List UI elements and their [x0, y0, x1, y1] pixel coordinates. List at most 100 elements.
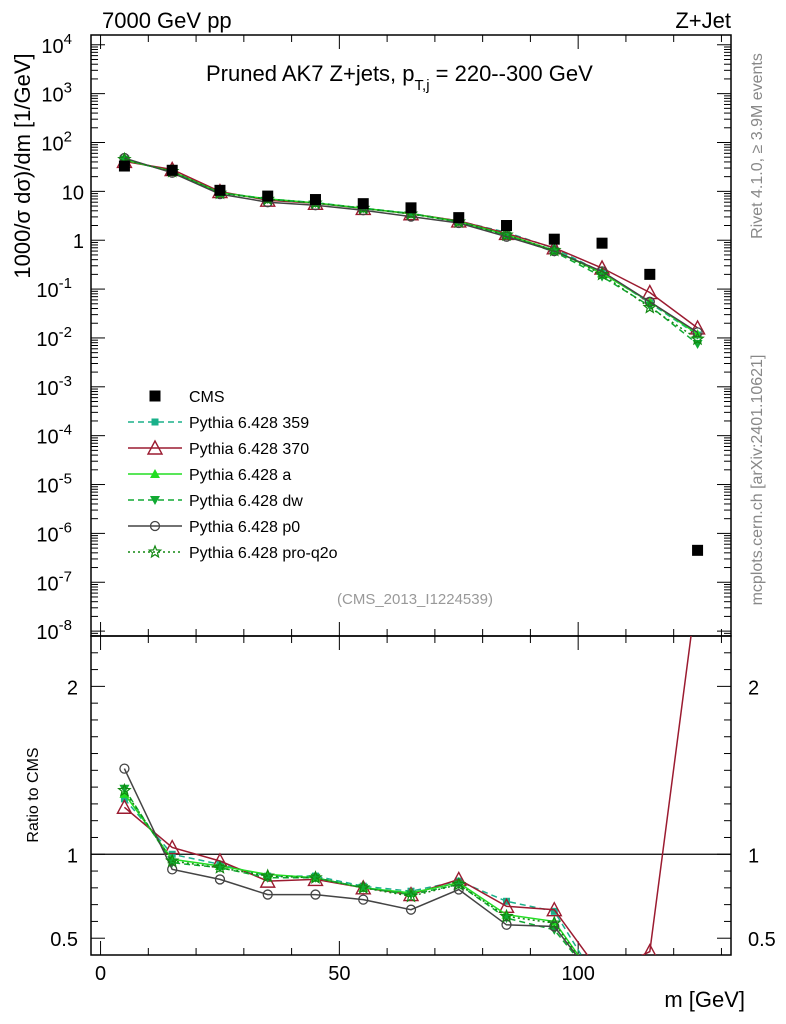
- header-left: 7000 GeV pp: [102, 8, 232, 33]
- series-point-top: [644, 296, 655, 307]
- series-ratio-pythia-6-428-pro-q2o: [117, 782, 579, 955]
- legend-entry-pythia-6-428-359: Pythia 6.428 359: [128, 415, 309, 432]
- plot-title-main: Pruned AK7 Z+jets, p: [206, 61, 415, 86]
- y-tick-label-top: 10-4: [36, 422, 72, 449]
- series-point-ratio: [119, 763, 130, 774]
- series-point-top: [549, 245, 560, 257]
- legend-marker: [149, 520, 161, 532]
- legend-entry-pythia-6-428-a: Pythia 6.428 a: [128, 467, 291, 484]
- legend-label: Pythia 6.428 370: [189, 441, 309, 458]
- series-top-pythia-6-428-p0: [119, 152, 703, 338]
- series-point-top: [547, 242, 562, 257]
- series-top-pythia-6-428-359: [120, 156, 702, 339]
- series-line-top: [124, 160, 699, 329]
- y-tick-label-top: 10: [62, 182, 84, 204]
- series-point-ratio: [643, 943, 657, 955]
- legend-label: Pythia 6.428 359: [189, 415, 309, 432]
- y-tick-label-ratio-right: 2: [748, 677, 759, 699]
- series-ratio-pythia-6-428-p0: [119, 763, 578, 955]
- legend-label: Pythia 6.428 a: [189, 467, 291, 484]
- series-point-top: [690, 331, 705, 346]
- side-text-top: Rivet 4.1.0, ≥ 3.9M events: [749, 53, 766, 239]
- data-point-cms: [166, 164, 178, 176]
- y-tick-label-top: 10-3: [36, 373, 72, 400]
- series-top-pythia-6-428-dw: [119, 155, 703, 350]
- legend-marker-cms: [149, 390, 161, 402]
- series-point-ratio: [358, 894, 369, 905]
- series-point-ratio: [117, 782, 132, 797]
- series-point-ratio: [310, 889, 321, 900]
- legend-marker: [150, 469, 160, 478]
- series-point-ratio: [262, 889, 273, 900]
- y-tick-label-ratio-right: 0.5: [748, 929, 776, 951]
- legend-label-cms: CMS: [189, 389, 225, 406]
- legend-entry-cms: CMS: [149, 389, 225, 406]
- y-tick-label-top: 103: [41, 80, 72, 107]
- series-point-ratio: [549, 921, 560, 932]
- series-point-ratio: [403, 888, 419, 903]
- series-point-ratio: [355, 880, 371, 895]
- series-line-top: [124, 159, 699, 335]
- analysis-tag: (CMS_2013_I1224539): [337, 591, 493, 608]
- series-point-top: [642, 299, 658, 314]
- data-point-cms: [214, 184, 226, 196]
- series-ratio-pythia-6-428-dw: [119, 784, 576, 955]
- data-point-cms: [453, 212, 465, 224]
- plot-title: Pruned AK7 Z+jets, pT,j = 220--300 GeV: [206, 61, 593, 94]
- series-top-pythia-6-428-pro-q2o: [117, 151, 705, 346]
- y-tick-label-ratio: 0.5: [50, 929, 78, 951]
- series-point-ratio: [167, 864, 178, 875]
- data-point-cms: [309, 194, 321, 206]
- y-tick-label-top: 1: [73, 231, 84, 253]
- x-tick-label: 100: [561, 963, 594, 985]
- series-point-top: [594, 266, 610, 281]
- legend-marker: [147, 544, 163, 559]
- x-axis-title: m [GeV]: [664, 987, 745, 1012]
- series-point-ratio: [406, 890, 416, 900]
- series-point-top: [499, 227, 514, 242]
- header-right: Z+Jet: [675, 8, 731, 33]
- legend-marker: [146, 439, 164, 455]
- x-tick-label: 50: [328, 963, 350, 985]
- x-tick-label: 0: [95, 963, 106, 985]
- series-point-ratio: [547, 915, 562, 930]
- y-tick-label-top: 10-7: [36, 568, 72, 595]
- series-line-ratio: [123, 636, 692, 955]
- series-point-ratio: [308, 870, 323, 884]
- legend-entry-pythia-6-428-p0: Pythia 6.428 p0: [128, 519, 300, 536]
- y-tick-label-top: 10-5: [36, 471, 72, 498]
- y-tick-label-top: 10-2: [36, 324, 72, 351]
- series-point-ratio: [116, 798, 133, 814]
- series-point-ratio: [260, 868, 275, 883]
- series-line-ratio: [123, 790, 579, 955]
- data-point-cms: [692, 544, 704, 556]
- series-top-cms: [118, 160, 704, 556]
- series-line-ratio: [123, 768, 578, 955]
- series-top-pythia-6-428-370: [116, 152, 706, 335]
- side-text-bottom: mcplots.cern.ch [arXiv:2401.10621]: [749, 355, 766, 606]
- series-point-ratio: [212, 860, 228, 874]
- y-tick-label-top: 10-8: [36, 617, 72, 644]
- ratio-plot-frame: [90, 635, 732, 956]
- y-tick-label-top: 102: [41, 128, 72, 155]
- legend-entry-pythia-6-428-pro-q2o: Pythia 6.428 pro-q2o: [128, 544, 338, 562]
- series-point-ratio: [164, 853, 180, 868]
- y-tick-label-ratio: 2: [67, 677, 78, 699]
- y-axis-title-top: 1000/σ dσ)/dm [1/GeV]: [10, 53, 35, 278]
- y-axis-title-ratio: Ratio to CMS: [25, 747, 42, 842]
- legend-label: Pythia 6.428 dw: [189, 493, 303, 510]
- plot-title-sub: T,j: [415, 77, 430, 94]
- series-point-ratio: [214, 874, 226, 885]
- series-point-ratio: [405, 904, 417, 915]
- legend: CMS Pythia 6.428 359 Pythia 6.428 370 Pythi…: [128, 389, 338, 562]
- series-ratio-pythia-6-428-370: [116, 636, 692, 955]
- plot-title-tail: = 220--300 GeV: [430, 61, 594, 86]
- series-line-top: [124, 157, 699, 334]
- series-top-pythia-6-428-a: [119, 154, 703, 339]
- legend-label: Pythia 6.428 p0: [189, 519, 300, 536]
- series-point-ratio: [499, 908, 514, 923]
- data-point-cms: [118, 160, 130, 172]
- legend-entry-pythia-6-428-370: Pythia 6.428 370: [128, 439, 309, 458]
- data-point-cms: [262, 190, 274, 202]
